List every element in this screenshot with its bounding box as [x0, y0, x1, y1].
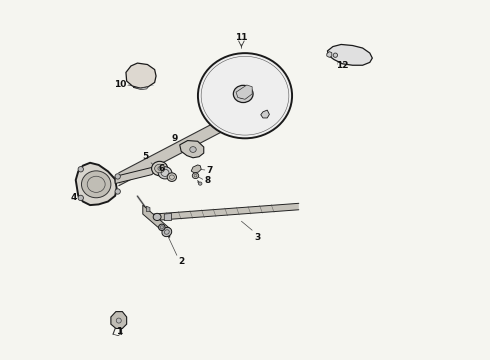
Text: 1: 1: [116, 327, 122, 336]
Polygon shape: [133, 87, 148, 90]
Polygon shape: [119, 116, 227, 186]
Polygon shape: [147, 206, 150, 212]
Ellipse shape: [153, 213, 161, 221]
Ellipse shape: [81, 171, 111, 198]
Ellipse shape: [198, 53, 292, 138]
Polygon shape: [76, 163, 117, 205]
Text: 8: 8: [204, 176, 210, 185]
Ellipse shape: [78, 195, 83, 201]
Polygon shape: [111, 312, 126, 328]
Ellipse shape: [192, 173, 199, 179]
Text: 11: 11: [235, 33, 247, 42]
Polygon shape: [327, 51, 332, 57]
Ellipse shape: [155, 164, 165, 173]
Ellipse shape: [233, 85, 253, 103]
Polygon shape: [327, 44, 372, 65]
Ellipse shape: [158, 167, 161, 170]
Ellipse shape: [159, 224, 165, 230]
Polygon shape: [153, 203, 299, 221]
Text: 7: 7: [206, 166, 213, 175]
Ellipse shape: [115, 189, 121, 194]
Polygon shape: [164, 213, 171, 221]
Ellipse shape: [151, 161, 168, 176]
Ellipse shape: [333, 53, 338, 57]
Ellipse shape: [115, 174, 121, 179]
Ellipse shape: [238, 89, 248, 99]
Ellipse shape: [116, 318, 122, 323]
Polygon shape: [126, 63, 156, 88]
Polygon shape: [143, 205, 170, 237]
Text: 2: 2: [178, 257, 184, 266]
Text: 12: 12: [336, 61, 349, 70]
Text: 4: 4: [71, 193, 77, 202]
Text: 6: 6: [158, 164, 164, 173]
Ellipse shape: [190, 147, 196, 152]
Ellipse shape: [198, 182, 202, 185]
Polygon shape: [115, 167, 156, 184]
Text: 3: 3: [254, 233, 260, 242]
Text: 10: 10: [114, 81, 126, 90]
Ellipse shape: [158, 167, 172, 179]
Polygon shape: [180, 140, 204, 158]
Ellipse shape: [162, 228, 172, 237]
Ellipse shape: [78, 167, 83, 172]
Ellipse shape: [167, 173, 176, 181]
Text: 5: 5: [143, 152, 149, 161]
Polygon shape: [236, 85, 252, 99]
Polygon shape: [191, 165, 201, 173]
Polygon shape: [261, 110, 270, 118]
Text: 9: 9: [172, 134, 178, 143]
